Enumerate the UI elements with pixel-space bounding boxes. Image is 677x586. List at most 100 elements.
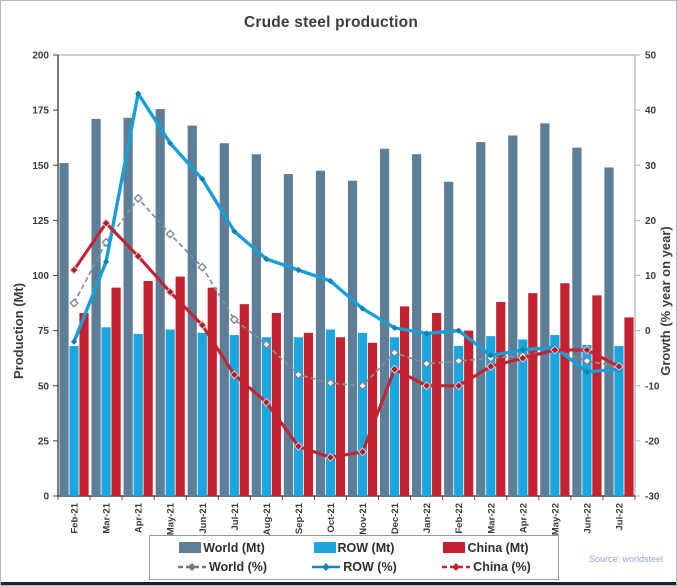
row-bar bbox=[133, 333, 143, 496]
row-bar bbox=[357, 332, 368, 496]
china-percent-marker bbox=[325, 452, 336, 463]
legend-item-row: ROW (%) bbox=[288, 560, 420, 574]
chart-legend: World (Mt) ROW (Mt) China (Mt) World (%) ROW… bbox=[149, 535, 559, 580]
china-percent-marker bbox=[422, 381, 432, 391]
china-percent-marker bbox=[582, 345, 592, 355]
row-bar bbox=[518, 339, 528, 496]
axis-tick-label: -10 bbox=[645, 381, 660, 392]
axis-tick-label: -30 bbox=[645, 492, 660, 503]
china-bar bbox=[303, 332, 314, 496]
row-bar bbox=[389, 337, 400, 496]
china-bar bbox=[432, 312, 442, 496]
world-percent-marker bbox=[325, 378, 336, 388]
world-percent-marker bbox=[422, 359, 432, 369]
axis-tick-label: Jun-22 bbox=[582, 503, 593, 534]
world-bar bbox=[251, 154, 261, 496]
china-percent-marker bbox=[357, 447, 368, 457]
china-bar bbox=[367, 342, 378, 496]
row-bar bbox=[197, 332, 207, 496]
china-percent-marker bbox=[229, 370, 239, 380]
axis-tick-label: Jul-22 bbox=[614, 503, 625, 530]
china-percent-marker bbox=[101, 218, 111, 228]
axis-tick-label: 40 bbox=[645, 106, 657, 117]
world-bar bbox=[508, 135, 518, 497]
axis-tick-label: Jul-21 bbox=[230, 502, 241, 530]
china-bar bbox=[399, 306, 410, 496]
china-percent-marker bbox=[454, 381, 464, 391]
world-percent-marker bbox=[582, 356, 592, 366]
world-percent-marker bbox=[357, 381, 368, 391]
row-percent-marker bbox=[263, 255, 270, 263]
world-bar bbox=[412, 154, 422, 496]
row-bar bbox=[325, 329, 336, 496]
row-percent-marker bbox=[167, 140, 174, 147]
axis-tick-label: 50 bbox=[38, 381, 50, 392]
axis-tick-label: Feb-21 bbox=[70, 502, 81, 533]
axis-tick-label: Mar-21 bbox=[102, 502, 113, 533]
world-percent-marker bbox=[454, 356, 464, 366]
china-percent-marker bbox=[614, 361, 624, 372]
row-bar bbox=[229, 335, 239, 496]
china-percent-marker bbox=[197, 320, 207, 330]
legend-swatch bbox=[443, 542, 466, 554]
world-bar bbox=[283, 174, 294, 496]
china-percent-marker bbox=[69, 265, 79, 275]
source-note: Source: worldsteel bbox=[589, 554, 664, 564]
row-bar bbox=[101, 327, 111, 496]
world-bar bbox=[347, 180, 358, 496]
world-bar bbox=[59, 163, 69, 497]
right-axis-title: Growth (% year on year) bbox=[658, 226, 673, 376]
row-percent-line bbox=[72, 91, 620, 374]
axis-tick-label: Apr-21 bbox=[134, 502, 145, 533]
china-bar bbox=[111, 287, 121, 496]
world-bar bbox=[219, 143, 229, 496]
row-percent-marker bbox=[455, 327, 462, 334]
row-bar bbox=[69, 346, 79, 496]
axis-tick-label: 20 bbox=[645, 216, 657, 227]
row-percent-marker bbox=[70, 338, 78, 345]
axis-tick-label: Sep-21 bbox=[294, 502, 305, 534]
axis-tick-label: 75 bbox=[38, 326, 50, 337]
world-bar bbox=[572, 147, 582, 497]
china-percent-marker bbox=[486, 361, 496, 372]
row-percent-marker bbox=[487, 352, 494, 359]
axis-tick-label: 150 bbox=[32, 161, 49, 172]
axis-tick-label: Mar-22 bbox=[486, 503, 497, 534]
china-percent-line bbox=[72, 221, 620, 459]
legend-label: ROW (%) bbox=[343, 560, 397, 575]
axis-tick-label: May-21 bbox=[166, 502, 177, 535]
row-percent-marker bbox=[391, 324, 398, 331]
axis-tick-label: Jun-21 bbox=[198, 502, 209, 533]
axis-tick-label: May-22 bbox=[550, 503, 561, 535]
axis-tick-label: Apr-22 bbox=[518, 503, 529, 533]
axis-tick-label: Aug-21 bbox=[262, 502, 273, 535]
legend-line-marker-icon bbox=[177, 563, 206, 572]
world-percent-marker bbox=[197, 262, 207, 272]
china-bar bbox=[79, 312, 89, 496]
world-bar bbox=[604, 167, 614, 496]
china-percent-marker bbox=[165, 287, 175, 297]
legend-label: China (%) bbox=[473, 560, 531, 575]
china-percent-marker bbox=[261, 397, 271, 407]
row-percent-marker bbox=[359, 305, 366, 312]
legend-label: World (Mt) bbox=[203, 540, 265, 555]
china-percent-marker bbox=[389, 364, 400, 374]
china-percent-marker bbox=[550, 345, 560, 355]
legend-item-world: World (%) bbox=[156, 560, 288, 574]
row-bar bbox=[261, 337, 271, 496]
axis-tick-label: 0 bbox=[645, 326, 651, 337]
world-percent-marker bbox=[165, 229, 175, 239]
axis-tick-label: Feb-22 bbox=[454, 503, 465, 534]
china-bar bbox=[560, 283, 570, 496]
axis-tick-label: Nov-21 bbox=[358, 502, 369, 534]
axis-tick-label: -20 bbox=[645, 436, 660, 447]
row-percent-marker bbox=[199, 175, 206, 183]
chart-title: Crude steel production bbox=[243, 14, 419, 31]
china-bar bbox=[592, 295, 602, 496]
axis-tick-label: 25 bbox=[38, 436, 50, 447]
axis-tick-label: 100 bbox=[32, 271, 49, 282]
world-percent-marker bbox=[229, 314, 239, 325]
world-bar bbox=[91, 118, 101, 496]
